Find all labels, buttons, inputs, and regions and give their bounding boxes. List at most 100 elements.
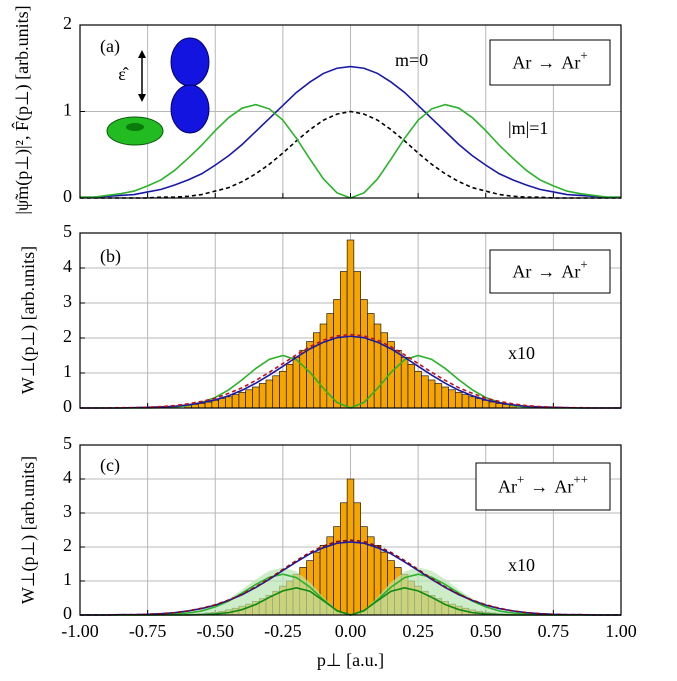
plot-frame <box>79 232 622 409</box>
histogram-bar <box>231 394 240 409</box>
annotation: x10 <box>508 555 535 575</box>
histogram-bar <box>373 323 382 409</box>
y-tick-label: 2 <box>63 13 72 33</box>
x-tick-label: -1.00 <box>61 621 99 641</box>
y-tick-label: 5 <box>63 433 72 453</box>
histogram-bar <box>333 526 341 616</box>
histogram-bar <box>455 391 463 409</box>
histogram-bar <box>265 379 274 409</box>
reaction-part: → <box>537 262 555 282</box>
y-tick-label: 1 <box>63 361 72 381</box>
histogram-bar <box>434 383 443 409</box>
plot-frame <box>79 444 622 616</box>
curve <box>80 110 621 199</box>
reaction-label: Ar → Ar+ <box>512 48 587 73</box>
orbital-icons <box>106 37 210 146</box>
y-tick-label: 1 <box>63 569 72 589</box>
y-tick-label: 0 <box>63 186 72 206</box>
x-tick-label: -0.75 <box>129 621 167 641</box>
reaction-label: Ar → Ar+ <box>512 257 587 282</box>
annotation: m=0 <box>395 50 428 70</box>
histogram-bar <box>407 363 416 409</box>
histogram-bar <box>211 399 219 409</box>
y-tick-label: 3 <box>63 291 72 311</box>
reaction-part: + <box>517 472 524 487</box>
histogram-bar <box>495 403 503 409</box>
reaction-part: Ar <box>512 262 531 282</box>
reaction-part: ++ <box>573 472 588 487</box>
histogram-bar <box>285 363 294 409</box>
histogram-bar <box>204 401 213 409</box>
panel-label: (b) <box>100 246 121 267</box>
reaction-part: → <box>537 53 555 73</box>
reaction-box <box>489 249 611 294</box>
histogram-bar <box>360 526 368 616</box>
histogram-bar <box>292 356 301 409</box>
histogram-bar <box>272 375 280 409</box>
x-tick-label: -0.25 <box>264 621 302 641</box>
histogram-bar <box>353 271 361 409</box>
y-tick-label: 4 <box>63 256 72 276</box>
reaction-part: Ar <box>512 53 531 73</box>
histogram-bar <box>468 396 476 409</box>
histogram-bar <box>360 299 368 409</box>
histogram-bar <box>394 349 402 409</box>
histogram-bar <box>245 389 253 409</box>
histogram-bar <box>198 403 206 409</box>
x-tick-label: 0.50 <box>470 621 502 641</box>
reaction-box <box>489 39 611 86</box>
y-tick-label: 2 <box>63 535 72 555</box>
histogram-bar <box>400 356 409 409</box>
histogram-bar <box>475 398 483 409</box>
reaction-part: Ar <box>554 477 573 497</box>
y-tick-label: 3 <box>63 501 72 521</box>
histogram-bar <box>225 396 233 409</box>
y-tick-label: 4 <box>63 467 72 487</box>
histogram-bar <box>441 386 449 409</box>
x-axis-label: p⊥ [a.u.] <box>317 650 384 670</box>
x-tick-label: 0.00 <box>335 621 367 641</box>
histogram-bar <box>279 370 287 409</box>
y-axis-label: W⊥(p⊥) [arb.units] <box>18 246 39 394</box>
y-tick-label: 0 <box>63 396 72 416</box>
y-tick-label: 1 <box>63 100 72 120</box>
histogram-bar <box>488 401 497 409</box>
reaction-part: + <box>580 257 587 272</box>
histogram-bar <box>461 394 470 409</box>
histogram-bar <box>238 391 246 409</box>
histogram-bar <box>427 379 436 409</box>
y-tick-label: 5 <box>63 221 72 241</box>
histogram-bar <box>340 271 348 409</box>
annotation: x10 <box>508 343 535 363</box>
y-axis-label: W⊥(p⊥) [arb.units] <box>18 456 39 604</box>
histogram-bar <box>346 239 355 409</box>
x-tick-label: 0.75 <box>538 621 570 641</box>
x-tick-label: 0.25 <box>402 621 434 641</box>
y-tick-label: 2 <box>63 326 72 346</box>
histogram-bar <box>340 502 348 616</box>
polarization-label: ε̂ <box>118 64 129 84</box>
histogram-bar <box>299 349 307 409</box>
reaction-part: + <box>580 48 587 63</box>
panel-label: (c) <box>100 455 120 476</box>
lobe-icon <box>170 37 210 87</box>
curve <box>80 539 621 616</box>
histogram-bar <box>333 299 341 409</box>
annotation: |m|=1 <box>508 118 548 138</box>
x-tick-label: 1.00 <box>605 621 637 641</box>
reaction-part: Ar <box>498 477 517 497</box>
histogram-bar <box>482 399 490 409</box>
histogram-bar <box>252 386 260 409</box>
panel-label: (a) <box>100 36 120 57</box>
top-layer: 012(a)Ar → Ar+m=0|m|=1ε̂|ψ̃m(p⊥)|², F̂(p⊥)… <box>12 5 637 670</box>
torus-hole <box>126 123 144 131</box>
histogram-bar <box>448 389 456 409</box>
reaction-label: Ar+ → Ar++ <box>498 472 588 497</box>
x-tick-label: -0.50 <box>197 621 235 641</box>
histogram-bar <box>218 398 226 409</box>
reaction-part: Ar <box>561 262 580 282</box>
reaction-part: → <box>530 477 548 497</box>
histogram-bar <box>353 502 361 616</box>
y-axis-label: |ψ̃m(p⊥)|², F̂(p⊥) [arb.units] <box>12 5 33 214</box>
